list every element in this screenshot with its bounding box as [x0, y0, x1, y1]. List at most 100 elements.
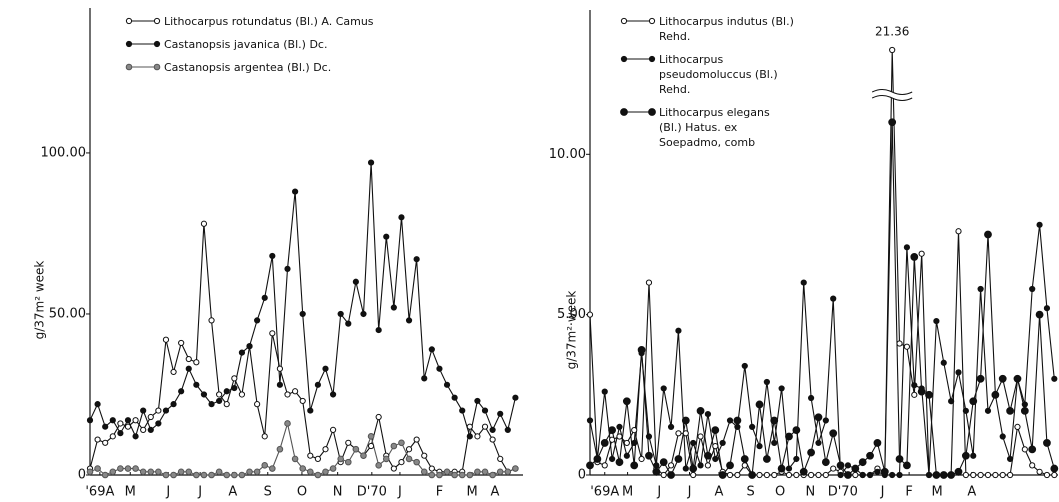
- data-point: [466, 423, 473, 430]
- data-point: [970, 471, 977, 479]
- series-line: [589, 49, 1055, 476]
- data-point: [497, 455, 504, 462]
- data-point: [1014, 423, 1021, 430]
- data-point: [623, 439, 630, 447]
- data-point: [734, 471, 741, 479]
- x-tick-label: S: [747, 485, 755, 500]
- data-point: [601, 462, 608, 469]
- data-point: [1029, 285, 1036, 293]
- legend-entry: Castanopsis argentea (Bl.) Dc.: [125, 60, 405, 75]
- data-point: [254, 401, 261, 408]
- data-point: [276, 365, 284, 372]
- data-point: [170, 401, 177, 408]
- data-point: [94, 436, 101, 443]
- data-point: [778, 385, 785, 392]
- data-point: [836, 461, 845, 470]
- legend-marker: [125, 17, 133, 25]
- data-point: [132, 465, 139, 472]
- data-point: [763, 378, 770, 386]
- data-point: [352, 445, 360, 453]
- data-point: [1036, 468, 1043, 475]
- data-point: [117, 465, 124, 472]
- x-tick-label: '69A: [590, 485, 619, 500]
- data-point: [238, 391, 246, 398]
- data-point: [925, 471, 933, 479]
- legend-label: Castanopsis javanica (Bl.) Dc.: [164, 38, 328, 51]
- data-point: [1006, 455, 1014, 463]
- data-point: [704, 410, 712, 418]
- data-point: [269, 252, 276, 260]
- data-point: [756, 471, 763, 479]
- y-axis-label: g/37m² week: [33, 261, 47, 340]
- data-point: [889, 471, 896, 479]
- data-point: [830, 295, 837, 302]
- data-point: [807, 448, 816, 457]
- data-point: [458, 471, 466, 479]
- data-point: [852, 471, 859, 479]
- legend-marker: [648, 108, 656, 116]
- data-point: [777, 464, 786, 473]
- data-point: [638, 455, 645, 463]
- data-point: [631, 427, 638, 434]
- data-point: [94, 401, 101, 408]
- data-point: [451, 471, 458, 479]
- data-point: [276, 381, 284, 388]
- series-line: [589, 122, 1055, 478]
- data-point: [955, 369, 962, 376]
- y-tick-label: 0: [578, 468, 586, 483]
- data-point: [208, 401, 215, 408]
- data-point: [109, 417, 116, 424]
- data-label: 21.36: [875, 25, 909, 39]
- data-point: [623, 452, 630, 459]
- series-line: [589, 224, 1055, 477]
- data-point: [421, 375, 428, 382]
- data-point: [911, 382, 918, 389]
- data-point: [637, 346, 646, 354]
- data-point: [763, 471, 770, 479]
- data-point: [955, 228, 962, 235]
- legend: Lithocarpus indutus (Bl.) Rehd. Lithocarp…: [620, 14, 795, 158]
- data-point: [911, 391, 918, 398]
- data-point: [954, 467, 963, 476]
- data-point: [177, 468, 185, 476]
- legend-marker: [620, 17, 628, 25]
- data-point: [712, 455, 719, 463]
- data-point: [756, 443, 763, 450]
- data-point: [918, 250, 925, 257]
- data-point: [117, 420, 124, 427]
- data-point: [609, 455, 616, 463]
- data-point: [329, 426, 337, 434]
- data-point: [367, 159, 375, 166]
- data-point: [1013, 374, 1022, 383]
- data-point: [741, 362, 748, 370]
- data-point: [238, 349, 246, 356]
- data-point: [428, 465, 435, 472]
- data-point: [344, 458, 352, 466]
- data-point: [132, 433, 139, 440]
- data-point: [360, 452, 367, 459]
- data-point: [306, 468, 314, 476]
- data-point: [586, 417, 594, 424]
- data-point: [674, 455, 683, 463]
- series-line: [89, 223, 516, 473]
- data-point: [969, 397, 978, 406]
- y-tick-label: 50.00: [49, 306, 86, 321]
- data-point: [874, 468, 881, 475]
- data-point: [770, 416, 779, 425]
- data-point: [1050, 464, 1059, 473]
- data-point: [322, 468, 329, 476]
- data-point: [162, 407, 170, 414]
- legend-label: Lithocarpus pseudomoluccus (Bl.) Rehd.: [659, 53, 778, 96]
- data-point: [489, 426, 496, 434]
- data-point: [932, 471, 941, 479]
- data-point: [496, 468, 504, 476]
- data-point: [903, 461, 911, 470]
- data-point: [653, 462, 660, 469]
- data-point: [880, 467, 889, 476]
- data-point: [939, 471, 948, 479]
- data-point: [162, 471, 170, 479]
- data-point: [86, 468, 94, 476]
- data-point: [284, 391, 291, 398]
